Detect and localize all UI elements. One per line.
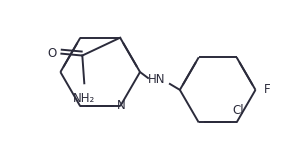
Text: F: F <box>263 83 270 96</box>
Text: HN: HN <box>148 73 166 86</box>
Text: N: N <box>117 99 126 112</box>
Text: NH₂: NH₂ <box>73 92 96 105</box>
Text: Cl: Cl <box>233 104 244 117</box>
Text: O: O <box>48 47 57 60</box>
